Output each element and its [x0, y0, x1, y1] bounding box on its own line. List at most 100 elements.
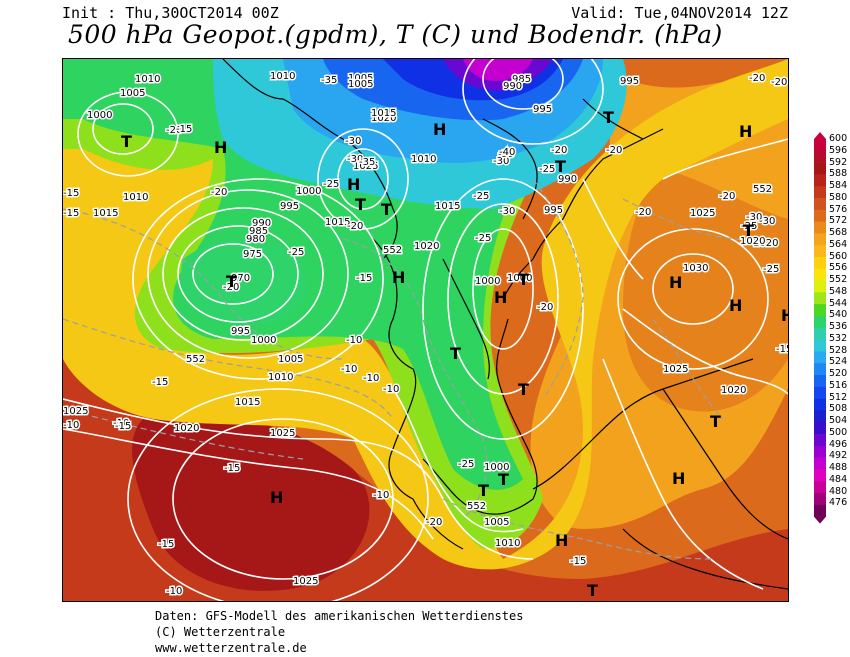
pressure-label: 1005	[120, 88, 145, 99]
legend-swatch	[814, 257, 826, 270]
temperature-label: -25	[458, 459, 474, 470]
temperature-labels: -20-15-15-20-25-30-35-30-25-20-25-20-15-…	[63, 72, 788, 599]
legend-label: 492	[829, 450, 848, 462]
pressure-label: 1015	[371, 108, 396, 119]
pressure-label: 1010	[123, 192, 148, 203]
temperature-label: -10	[113, 418, 129, 429]
temperature-label: -35	[321, 75, 337, 86]
pressure-center-symbol: T	[381, 200, 392, 219]
legend-swatch	[814, 386, 826, 399]
legend-label: 536	[829, 321, 848, 332]
pressure-label: 1025	[63, 406, 88, 417]
pressure-center-symbol: T	[478, 481, 489, 500]
pressure-label: 995	[280, 201, 299, 212]
temperature-label: -40	[499, 147, 515, 158]
temperature-label: -10	[341, 364, 357, 375]
legend-swatch	[814, 351, 826, 364]
pressure-labels: 1010 1005 1000 1010 1015 1010 1005 1005 1020 1015…	[63, 70, 780, 589]
coastlines	[222, 59, 788, 590]
isotherms	[63, 178, 744, 560]
pressure-label: 1005	[348, 79, 373, 90]
legend-swatch	[814, 398, 826, 411]
band-492	[463, 59, 533, 81]
legend-swatch	[814, 375, 826, 388]
temperature-label: -25	[288, 247, 304, 258]
pressure-center-symbol: H	[494, 288, 507, 307]
pressure-label: 1015	[235, 397, 260, 408]
geopotential-label: 552	[467, 501, 486, 512]
temperature-label: -30	[759, 216, 775, 227]
legend-label: 576	[829, 203, 848, 215]
pressure-label: 1010	[495, 538, 520, 549]
legend-label: 596	[829, 144, 848, 156]
legend-arrow-bottom	[814, 516, 826, 524]
legend-label: 496	[829, 438, 848, 450]
temperature-label: -15	[570, 556, 586, 567]
temperature-label: -15	[176, 124, 192, 135]
temperature-label: -25	[741, 221, 757, 232]
legend-label: 480	[829, 485, 848, 497]
pressure-center-symbol: H	[433, 120, 446, 139]
legend-swatch	[814, 268, 826, 281]
pressure-label: 975	[243, 249, 262, 260]
legend-label: 488	[829, 462, 848, 473]
pressure-label: 1005	[484, 517, 509, 528]
footer-url: www.wetterzentrale.de	[155, 641, 307, 655]
pressure-center-symbol: T	[226, 272, 237, 291]
legend-label: 568	[829, 227, 848, 238]
pressure-center-symbol: H	[214, 138, 227, 157]
legend-label: 588	[829, 168, 848, 180]
legend-label: 540	[829, 309, 848, 321]
pressure-label: 1000	[296, 186, 321, 197]
legend-label: 500	[829, 426, 848, 438]
temperature-label: -10	[63, 420, 79, 431]
temperature-label: -20	[606, 145, 622, 156]
legend-label: 532	[829, 332, 848, 344]
legend-swatch	[814, 481, 826, 494]
color-legend	[814, 132, 826, 528]
weather-map: 1010 1005 1000 1010 1015 1010 1005 1005 1020 1015…	[62, 58, 789, 602]
pressure-center-symbol: T	[555, 157, 566, 176]
pressure-label: 1010	[411, 154, 436, 165]
temperature-label: -15	[776, 344, 788, 355]
legend-label: 572	[829, 215, 848, 227]
temperature-label: -30	[499, 206, 515, 217]
legend-label: 516	[829, 379, 848, 391]
temperature-label: -20	[537, 302, 553, 313]
legend-label: 580	[829, 191, 848, 203]
pressure-label: 980	[246, 234, 265, 245]
temperature-label: -20	[635, 207, 651, 218]
temperature-label: -20	[551, 145, 567, 156]
valid-time: Valid: Tue,04NOV2014 12Z	[571, 4, 788, 22]
legend-swatch	[814, 221, 826, 234]
footer-source: Daten: GFS-Modell des amerikanischen Wet…	[155, 609, 524, 623]
temperature-label: -30	[493, 156, 509, 167]
temperature-label: -35	[359, 157, 375, 168]
pressure-center-symbol: H	[672, 469, 685, 488]
legend-swatch	[814, 292, 826, 305]
band-572-east	[623, 169, 788, 412]
pressure-label: 1025	[663, 364, 688, 375]
legend-label: 560	[829, 250, 848, 262]
legend-swatch	[814, 245, 826, 258]
pressure-label: 1015	[325, 217, 350, 228]
temperature-label: -20	[719, 191, 735, 202]
legend-label: 484	[829, 473, 848, 485]
pressure-label: 990	[503, 81, 522, 92]
pressure-label: 1020	[753, 238, 778, 249]
legend-swatch	[814, 504, 826, 517]
temperature-label: -10	[373, 490, 389, 501]
legend-swatch	[814, 363, 826, 376]
legend-swatch	[814, 469, 826, 482]
temperature-label: -25	[323, 179, 339, 190]
temperature-label: -20	[211, 187, 227, 198]
legend-swatch	[814, 150, 826, 163]
temperature-label: -20	[426, 517, 442, 528]
legend-bar	[814, 132, 826, 524]
legend-label: 548	[829, 285, 848, 297]
temperature-label: -25	[763, 264, 779, 275]
legend-swatch	[814, 162, 826, 175]
pressure-label: 1015	[435, 201, 460, 212]
temperature-label: -20	[166, 125, 182, 136]
pressure-label: 985	[249, 226, 268, 237]
